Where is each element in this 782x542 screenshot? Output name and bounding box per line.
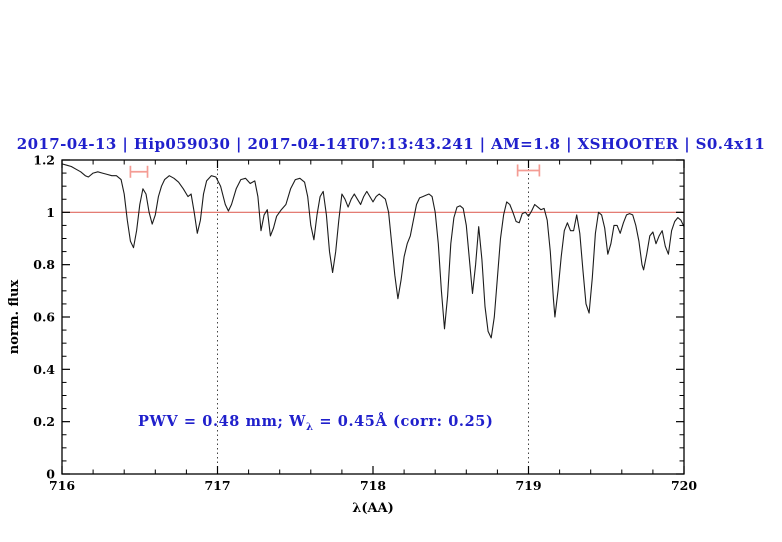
y-tick-label: 0.8 [33, 257, 55, 272]
y-tick-label: 1 [46, 205, 55, 220]
y-tick-label: 0.4 [33, 362, 55, 377]
x-tick-label: 718 [360, 478, 386, 493]
pwv-annotation-pre: PWV = 0.48 mm; W [138, 413, 307, 430]
telluric-marker [516, 164, 541, 177]
x-axis-label: λ(AA) [352, 501, 394, 516]
y-tick-label: 1.2 [33, 153, 55, 168]
pwv-annotation: PWV = 0.48 mm; Wλ = 0.45Å (corr: 0.25) [138, 413, 493, 433]
y-tick-label: 0.2 [33, 414, 55, 429]
x-tick-label: 716 [49, 478, 75, 493]
y-axis-label: norm. flux [7, 280, 22, 355]
x-tick-label: 720 [671, 478, 697, 493]
telluric-marker [129, 165, 149, 178]
y-tick-label: 0.6 [33, 310, 55, 325]
x-tick-label: 719 [515, 478, 541, 493]
plot-title: 2017-04-13 | Hip059030 | 2017-04-14T07:1… [16, 135, 766, 153]
x-tick-label: 717 [204, 478, 230, 493]
pwv-annotation-post: = 0.45Å (corr: 0.25) [313, 413, 494, 430]
spectrum-line [61, 163, 685, 339]
y-tick-label: 0 [46, 467, 55, 482]
lambda-subscript: λ [306, 420, 314, 433]
